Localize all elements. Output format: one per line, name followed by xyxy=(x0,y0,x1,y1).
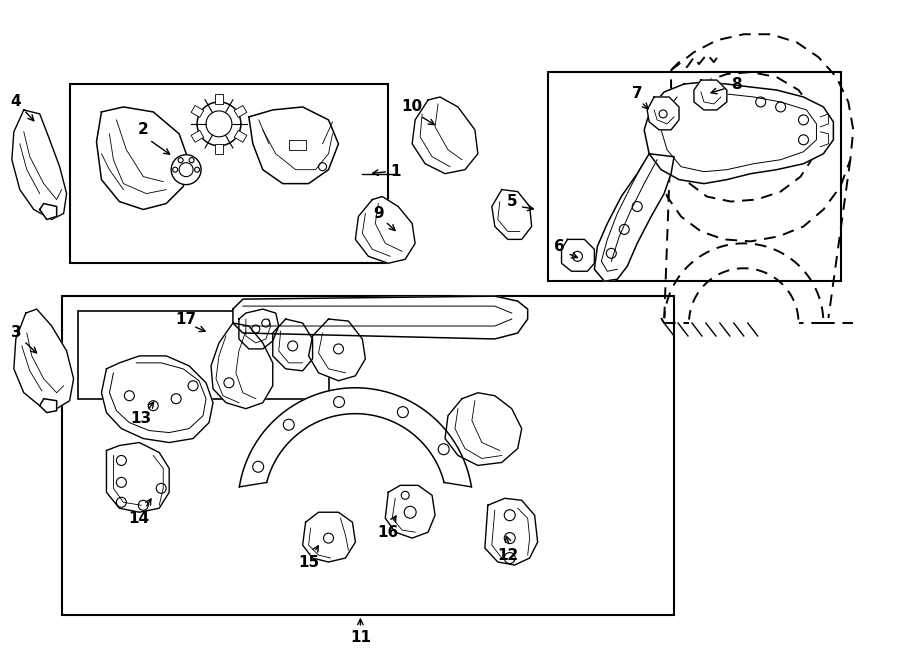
Text: 15: 15 xyxy=(298,555,320,570)
Polygon shape xyxy=(40,204,57,219)
Polygon shape xyxy=(273,319,312,371)
Bar xyxy=(234,130,247,142)
Text: 2: 2 xyxy=(138,122,148,137)
Polygon shape xyxy=(102,356,213,442)
Bar xyxy=(215,144,223,154)
Polygon shape xyxy=(302,512,356,562)
Polygon shape xyxy=(445,393,522,465)
Polygon shape xyxy=(238,309,279,349)
Polygon shape xyxy=(356,196,415,263)
Polygon shape xyxy=(239,388,472,487)
Text: 17: 17 xyxy=(176,311,197,327)
Text: 16: 16 xyxy=(378,525,399,539)
Text: 4: 4 xyxy=(11,95,21,110)
Polygon shape xyxy=(491,190,532,239)
Text: 11: 11 xyxy=(350,630,371,645)
Polygon shape xyxy=(233,296,527,339)
Polygon shape xyxy=(40,399,57,412)
Polygon shape xyxy=(248,107,338,184)
Polygon shape xyxy=(14,309,74,408)
Polygon shape xyxy=(211,323,273,408)
Bar xyxy=(191,106,203,118)
Bar xyxy=(215,94,223,104)
Polygon shape xyxy=(644,82,833,184)
Text: 3: 3 xyxy=(11,325,21,340)
Text: 5: 5 xyxy=(507,194,517,209)
Polygon shape xyxy=(106,442,169,512)
Polygon shape xyxy=(562,239,594,271)
Bar xyxy=(234,106,247,118)
Bar xyxy=(191,130,203,142)
Polygon shape xyxy=(412,97,478,174)
Bar xyxy=(547,72,842,281)
Text: 13: 13 xyxy=(130,411,152,426)
Polygon shape xyxy=(309,319,365,381)
Polygon shape xyxy=(594,154,674,281)
Polygon shape xyxy=(385,485,435,538)
Text: 14: 14 xyxy=(129,511,150,525)
Text: 1: 1 xyxy=(390,164,400,179)
Polygon shape xyxy=(647,97,679,130)
Bar xyxy=(77,311,328,399)
Text: 7: 7 xyxy=(632,87,643,102)
Circle shape xyxy=(179,163,194,176)
Text: 8: 8 xyxy=(732,77,742,91)
Polygon shape xyxy=(485,498,537,565)
Bar xyxy=(69,84,388,263)
Text: 9: 9 xyxy=(373,206,383,221)
Text: 6: 6 xyxy=(554,239,565,254)
Polygon shape xyxy=(96,107,189,210)
Circle shape xyxy=(206,111,232,137)
Text: 12: 12 xyxy=(497,547,518,563)
Polygon shape xyxy=(12,110,67,219)
Text: 10: 10 xyxy=(401,99,423,114)
Circle shape xyxy=(197,102,241,146)
Bar xyxy=(61,296,674,615)
Polygon shape xyxy=(694,80,727,110)
Circle shape xyxy=(171,155,201,184)
